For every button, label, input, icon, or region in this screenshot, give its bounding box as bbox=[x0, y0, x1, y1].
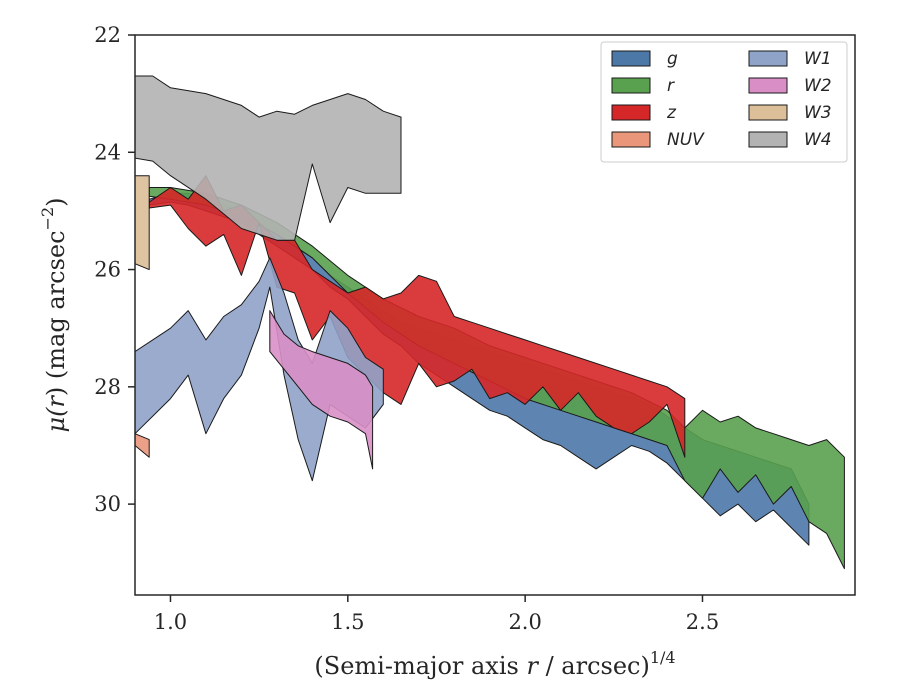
legend-label-W2: W2 bbox=[804, 76, 832, 96]
legend-label-W1: W1 bbox=[804, 49, 832, 69]
y-tick-label: 26 bbox=[94, 258, 121, 282]
series-band-z bbox=[148, 175, 686, 458]
legend-swatch-W4 bbox=[748, 131, 788, 148]
x-tick-label: 1.0 bbox=[154, 610, 187, 634]
y-tick-label: 22 bbox=[94, 23, 121, 47]
y-tick-label: 28 bbox=[94, 375, 121, 399]
legend-label-g: g bbox=[667, 49, 678, 69]
legend-swatch-W2 bbox=[748, 77, 788, 94]
legend-swatch-W3 bbox=[748, 104, 788, 121]
plot-frame bbox=[134, 34, 856, 596]
x-tick-label: 2.0 bbox=[508, 610, 541, 634]
y-axis-label-variable: r bbox=[42, 395, 70, 408]
series-band-W1 bbox=[135, 257, 384, 482]
legend-label-W3: W3 bbox=[804, 103, 832, 123]
y-axis-label: μ(r) (mag arcsec−2) bbox=[38, 197, 70, 432]
x-axis-ticks: 1.0 1.5 2.0 2.5 bbox=[154, 595, 719, 634]
series-layer bbox=[135, 75, 845, 570]
legend-swatch-r bbox=[611, 77, 651, 94]
legend-label-r: r bbox=[667, 76, 675, 96]
y-tick-label: 24 bbox=[94, 140, 121, 164]
y-axis-label-exponent: −2 bbox=[38, 207, 57, 231]
y-tick-label: 30 bbox=[94, 492, 121, 516]
legend-swatch-z bbox=[611, 104, 651, 121]
x-axis-label: (Semi-major axis r / arcsec)1/4 bbox=[314, 648, 675, 680]
legend-swatch-W1 bbox=[748, 50, 788, 67]
legend-swatch-NUV bbox=[611, 131, 651, 148]
legend: grz NUV W1 W2 W3 W4 bbox=[600, 41, 848, 163]
series-band-W3 bbox=[135, 175, 150, 271]
x-axis-label-exponent: 1/4 bbox=[650, 648, 676, 667]
series-band-W2 bbox=[269, 310, 374, 470]
legend-label-W4: W4 bbox=[804, 130, 832, 150]
y-axis-ticks: 22 24 26 28 30 bbox=[94, 23, 135, 516]
series-band-NUV bbox=[135, 433, 150, 458]
series-band-W4 bbox=[135, 75, 402, 241]
legend-label-z: z bbox=[666, 103, 677, 123]
legend-swatch-g bbox=[611, 50, 651, 67]
x-tick-label: 2.5 bbox=[686, 610, 719, 634]
legend-label-NUV: NUV bbox=[667, 130, 705, 150]
x-tick-label: 1.5 bbox=[331, 610, 364, 634]
x-axis-label-variable: r bbox=[526, 652, 539, 680]
